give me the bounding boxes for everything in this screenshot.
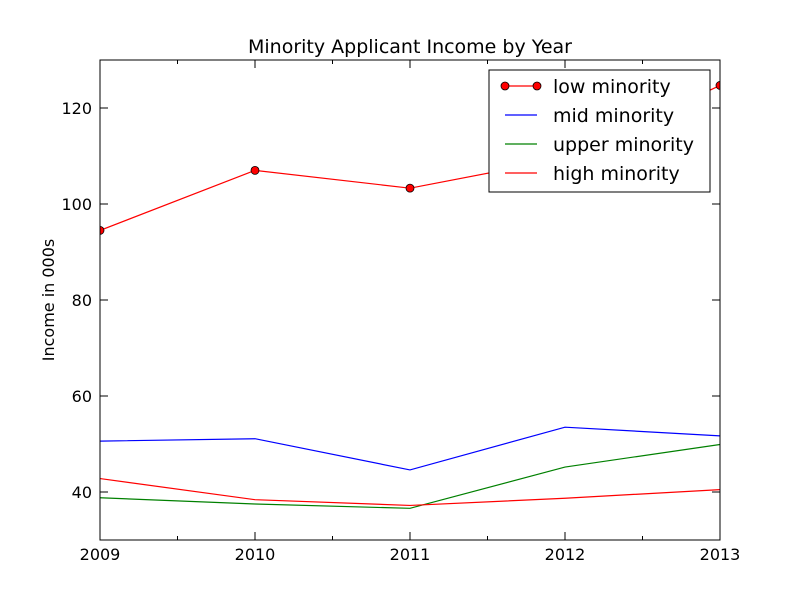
plot-frame xyxy=(99,59,721,541)
series-point xyxy=(250,165,260,175)
y-tick-label: 80 xyxy=(72,291,92,310)
legend-marker xyxy=(532,81,542,91)
legend-label: low minority xyxy=(553,76,671,98)
x-tick-label: 2012 xyxy=(545,545,586,564)
x-tick-label: 2010 xyxy=(235,545,276,564)
legend-label: upper minority xyxy=(553,134,694,156)
x-tick-label: 2013 xyxy=(700,545,741,564)
x-tick-label: 2011 xyxy=(390,545,431,564)
y-tick-label: 40 xyxy=(72,483,92,502)
legend-box xyxy=(488,69,711,193)
tick-layer: 2009 2010 2011 2012 2013 40 60 80 100 120 xyxy=(61,60,740,564)
y-tick-label: 60 xyxy=(72,387,92,406)
chart-title: Minority Applicant Income by Year xyxy=(248,36,572,58)
legend: low minority mid minority upper minority hi… xyxy=(488,69,711,193)
legend-label: mid minority xyxy=(553,105,674,127)
legend-label: high minority xyxy=(553,163,680,185)
series-line-2 xyxy=(100,443,720,509)
series-line-1 xyxy=(100,426,720,471)
series-point xyxy=(100,226,105,235)
series-line-3 xyxy=(100,477,720,507)
series-point xyxy=(405,183,415,193)
x-tick-label: 2009 xyxy=(80,545,121,564)
y-tick-label: 100 xyxy=(61,195,92,214)
y-axis-label: Income in 000s xyxy=(39,239,58,362)
y-tick-label: 120 xyxy=(61,99,92,118)
series-point xyxy=(715,81,720,90)
legend-marker xyxy=(500,81,510,91)
